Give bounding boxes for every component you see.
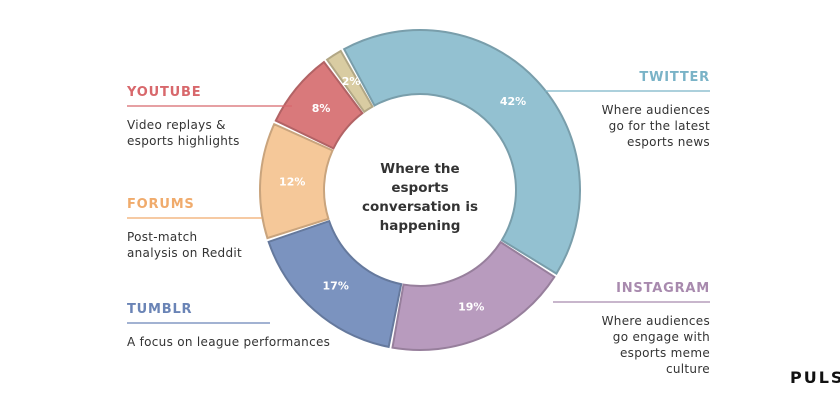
donut-segment bbox=[267, 219, 403, 349]
value-label: 19% bbox=[458, 300, 484, 313]
description: Where audiences bbox=[601, 103, 710, 117]
donut-segment bbox=[259, 122, 334, 240]
description: go engage with bbox=[612, 330, 710, 344]
center-title: Where the esports conversation is happen… bbox=[362, 161, 478, 234]
description: culture bbox=[665, 362, 710, 376]
category-label: FORUMS bbox=[127, 197, 195, 212]
description: esports meme bbox=[619, 346, 710, 360]
description: esports news bbox=[627, 135, 710, 149]
description: Post-match bbox=[127, 230, 198, 244]
description: A focus on league performances bbox=[127, 335, 331, 349]
donut-segment bbox=[391, 240, 556, 351]
brand-logo: PULS bbox=[790, 368, 840, 387]
donut-segment bbox=[274, 60, 364, 150]
donut-segment bbox=[325, 49, 374, 114]
value-label: 8% bbox=[312, 102, 331, 115]
category-label: INSTAGRAM bbox=[616, 281, 710, 296]
description: esports highlights bbox=[127, 134, 240, 148]
category-label: YOUTUBE bbox=[127, 85, 202, 100]
description: analysis on Reddit bbox=[127, 246, 243, 260]
category-label: TUMBLR bbox=[127, 302, 193, 317]
value-label: 12% bbox=[279, 175, 305, 188]
value-label: 42% bbox=[500, 95, 526, 108]
description: go for the latest bbox=[608, 119, 710, 133]
value-label: 2% bbox=[342, 75, 361, 88]
description: Video replays & bbox=[127, 118, 226, 132]
category-label: TWITTER bbox=[639, 70, 710, 85]
donut-segment bbox=[342, 29, 581, 275]
value-label: 17% bbox=[323, 279, 349, 292]
description: Where audiences bbox=[601, 314, 710, 328]
